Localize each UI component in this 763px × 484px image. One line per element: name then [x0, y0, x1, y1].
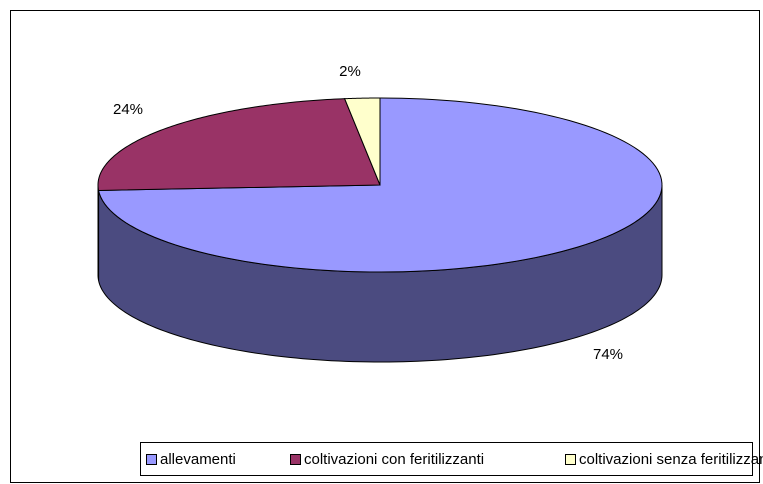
legend-swatch — [146, 454, 157, 465]
legend-label: coltivazioni senza feritilizzanti — [579, 451, 763, 468]
data-label: 74% — [593, 346, 623, 363]
data-label: 24% — [113, 101, 143, 118]
pie-side — [97, 184, 100, 281]
legend-label: allevamenti — [160, 451, 236, 468]
legend-label: coltivazioni con feritilizzanti — [304, 451, 484, 468]
pie-slice — [97, 98, 381, 191]
legend-box — [140, 442, 753, 476]
data-label: 2% — [339, 63, 361, 80]
pie-slice — [343, 97, 381, 186]
legend-swatch — [565, 454, 576, 465]
legend-swatch — [290, 454, 301, 465]
